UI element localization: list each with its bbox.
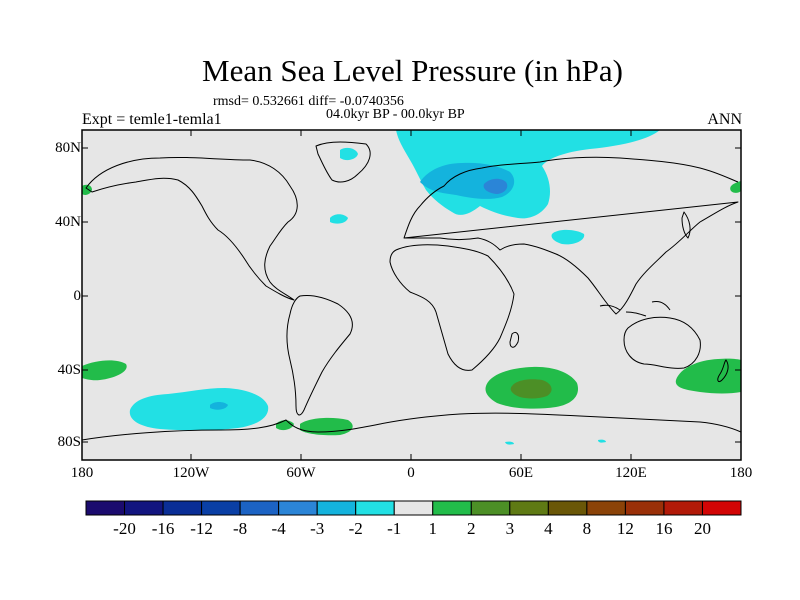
colorbar-box <box>624 500 665 516</box>
colorbar-label: -20 <box>113 519 136 538</box>
colorbar-box <box>547 500 588 516</box>
coastline-madagascar <box>509 331 519 348</box>
colorbar-box <box>470 500 511 516</box>
coastline-south-america <box>286 295 353 416</box>
coastline-africa <box>389 244 515 371</box>
coastline-australia <box>623 316 701 369</box>
anomaly-region-atlantic <box>330 214 348 224</box>
lat-label-80s: 80S <box>57 434 81 450</box>
coastline-new-zealand <box>717 359 729 383</box>
colorbar-box <box>355 500 395 516</box>
colorbar-label: -1 <box>387 519 402 538</box>
lon-label-0: 0 <box>407 465 415 481</box>
colorbar-label: -3 <box>310 519 325 538</box>
lat-label-equator: 0 <box>73 288 82 304</box>
colorbar-label: 16 <box>655 519 673 538</box>
colorbar-label: 1 <box>428 519 438 538</box>
colorbar-label: -2 <box>348 519 363 538</box>
colorbar-box <box>278 500 318 516</box>
period-line: 04.0kyr BP - 00.0kyr BP <box>326 107 465 122</box>
colorbar-box <box>393 500 434 516</box>
colorbar-label: -8 <box>233 519 248 538</box>
coastline-europe-asia <box>403 156 739 315</box>
colorbar-box <box>432 500 472 516</box>
lon-label-180e: 180 <box>729 465 753 481</box>
coastline-greenland <box>315 141 371 183</box>
season-label: ANN <box>707 111 742 128</box>
colorbar-label: -4 <box>271 519 286 538</box>
colorbar-box <box>663 500 703 516</box>
lon-label-120w: 120W <box>172 465 210 481</box>
colorbar <box>85 500 742 516</box>
colorbar-box <box>124 500 164 516</box>
colorbar-label: -16 <box>151 519 175 538</box>
colorbar-label: 12 <box>616 519 634 538</box>
axis-ticks <box>82 130 741 460</box>
anomaly-region-weddell <box>300 417 353 436</box>
anomaly-region-west-pacific <box>82 184 92 195</box>
colorbar-box <box>162 500 203 516</box>
colorbar-box <box>316 500 357 516</box>
colorbar-label: 20 <box>693 519 711 538</box>
lat-label-80n: 80N <box>55 140 81 156</box>
lon-label-180w: 180 <box>70 465 94 481</box>
stats-line: rmsd= 0.532661 diff= -0.0740356 <box>213 94 404 109</box>
coastlines <box>81 141 742 441</box>
anomaly-region-central-asia <box>551 229 585 245</box>
colorbar-label: 3 <box>505 519 515 538</box>
lon-label-60w: 60W <box>286 465 316 481</box>
anomaly-region-southern-indian-core <box>510 379 552 399</box>
lat-label-40n: 40N <box>55 214 81 230</box>
experiment-label: Expt = temle1-temla1 <box>82 111 222 128</box>
anomaly-region-south-pacific-core <box>210 402 228 410</box>
anomaly-region-south-pacific <box>129 388 269 431</box>
lat-label-40s: 40S <box>57 362 81 378</box>
anomaly-region-southeast-pacific <box>82 360 127 381</box>
map-title: Mean Sea Level Pressure (in hPa) <box>202 53 623 88</box>
lon-label-120e: 120E <box>615 465 647 481</box>
coastline-north-america <box>85 156 298 301</box>
colorbar-box <box>701 500 742 516</box>
anomaly-region-barents <box>483 178 508 194</box>
colorbar-label: 2 <box>467 519 476 538</box>
colorbar-box <box>509 500 549 516</box>
colorbar-box <box>201 500 241 516</box>
anomaly-region-greenland <box>340 147 358 161</box>
anomaly-region-arctic <box>396 130 660 219</box>
colorbar-box <box>239 500 280 516</box>
colorbar-label: -12 <box>190 519 213 538</box>
anomaly-region-tasman <box>675 358 741 394</box>
anomaly-region-east-pacific <box>730 181 741 193</box>
colorbar-box <box>586 500 626 516</box>
colorbar-label: 8 <box>582 519 592 538</box>
colorbar-label: 4 <box>544 519 553 538</box>
lon-label-60e: 60E <box>508 465 534 481</box>
colorbar-box <box>85 500 126 516</box>
coastline-japan <box>681 211 691 239</box>
coastline-indonesia <box>599 301 671 317</box>
coastline-antarctica <box>81 412 742 441</box>
